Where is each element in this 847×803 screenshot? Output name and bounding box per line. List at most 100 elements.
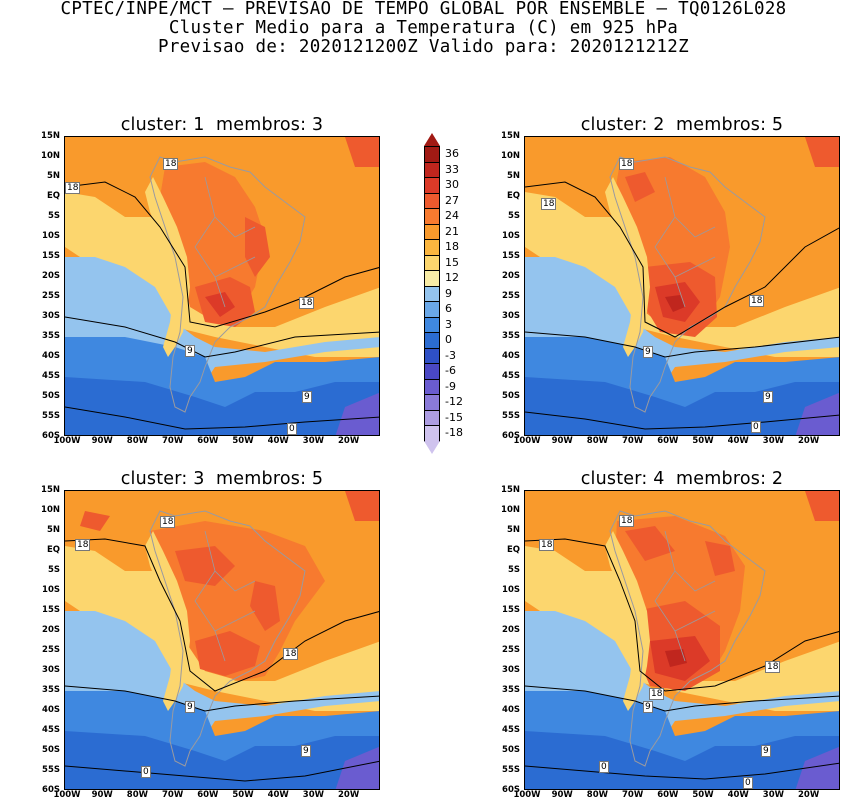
y-tick-label: 50S <box>42 391 60 401</box>
y-tick-label: 50S <box>502 391 520 401</box>
contour-label: 18 <box>649 688 665 700</box>
colorbar-label: -9 <box>445 379 456 393</box>
colorbar-swatch <box>424 177 440 194</box>
colorbar-swatch <box>424 270 440 287</box>
y-tick-label: 60S <box>42 431 60 441</box>
contour-label: 18 <box>299 297 315 309</box>
y-tick-label: 15N <box>501 131 520 141</box>
y-tick-label: 10S <box>42 231 60 241</box>
colorbar-label: 33 <box>445 162 459 176</box>
panel-1-map: 18 18 18 9 9 0 <box>64 136 380 436</box>
x-tick-label: 60W <box>197 790 219 800</box>
y-tick-label: 55S <box>502 411 520 421</box>
y-tick-label: 15S <box>42 251 60 261</box>
y-tick-label: 35S <box>42 331 60 341</box>
x-tick-label: 30W <box>302 790 324 800</box>
y-tick-label: 20S <box>502 625 520 635</box>
x-tick-label: 70W <box>621 436 644 446</box>
y-tick-label: 45S <box>502 371 520 381</box>
contour-label: 9 <box>185 701 195 713</box>
colorbar-label: 27 <box>445 193 459 207</box>
y-tick-label: 45S <box>42 371 60 381</box>
contour-label: 0 <box>599 761 609 773</box>
contour-label: 18 <box>619 158 635 170</box>
colorbar-swatch <box>424 285 440 302</box>
colorbar-label: -12 <box>445 395 463 408</box>
y-tick-label: 20S <box>42 271 60 281</box>
header-line-1: CPTEC/INPE/MCT – PREVISAO DE TEMPO GLOBA… <box>60 0 787 19</box>
y-tick-label: 35S <box>502 331 520 341</box>
y-tick-label: 20S <box>502 271 520 281</box>
y-tick-label: 60S <box>502 785 520 795</box>
y-tick-label: 25S <box>502 645 520 655</box>
y-tick-label: 45S <box>42 725 60 735</box>
y-tick-label: 10S <box>502 231 520 241</box>
y-tick-label: 5S <box>507 565 520 575</box>
contour-label: 9 <box>761 745 771 757</box>
y-tick-label: 10N <box>41 505 60 515</box>
y-tick-label: 10N <box>501 151 520 161</box>
y-tick-label: 60S <box>502 431 520 441</box>
x-tick-label: 50W <box>232 790 254 800</box>
x-tick-label: 30W <box>762 790 784 800</box>
x-tick-label: 50W <box>692 790 714 800</box>
panel-3-map: 18 18 18 9 9 0 <box>64 490 380 790</box>
contour-label: 9 <box>301 745 311 757</box>
contour-label: 18 <box>160 516 176 528</box>
y-tick-label: 10S <box>502 585 520 595</box>
x-tick-label: 90W <box>91 790 113 800</box>
header-line-3: Previsao de: 2020121200Z Valido para: 20… <box>158 37 689 57</box>
y-tick-label: 15S <box>502 605 520 615</box>
contour-label: 0 <box>287 423 297 435</box>
y-tick-label: 40S <box>502 705 520 715</box>
y-tick-label: 15N <box>41 485 60 495</box>
contour-label: 18 <box>539 539 555 551</box>
contour-label: 9 <box>185 345 195 357</box>
colorbar-swatch <box>424 425 440 442</box>
colorbar-label: 30 <box>445 178 459 191</box>
x-tick-label: 40W <box>727 790 749 800</box>
x-tick-label: 70W <box>621 790 644 800</box>
colorbar-swatch <box>424 208 440 225</box>
x-tick-label: 50W <box>692 436 714 446</box>
y-tick-label: 25S <box>42 291 60 301</box>
contour-label: 18 <box>619 515 635 527</box>
colorbar-label: 18 <box>445 240 459 253</box>
x-tick-label: 70W <box>161 436 184 446</box>
colorbar-swatch <box>424 301 440 318</box>
header-line-2: Cluster Medio para a Temperatura (C) em … <box>168 18 679 38</box>
contour-label: 0 <box>743 777 753 789</box>
x-tick-label: 60W <box>657 436 679 446</box>
colorbar-swatch <box>424 363 440 380</box>
colorbar-swatch <box>424 347 440 364</box>
x-tick-label: 80W <box>126 436 148 446</box>
y-tick-label: 50S <box>42 745 60 755</box>
contour-label: 18 <box>541 198 557 210</box>
y-tick-label: EQ <box>506 545 520 555</box>
y-tick-label: 15N <box>41 131 60 141</box>
y-tick-label: 55S <box>502 765 520 775</box>
y-tick-label: 50S <box>502 745 520 755</box>
colorbar-swatch <box>424 254 440 271</box>
x-tick-label: 60W <box>657 790 679 800</box>
x-tick-label: 90W <box>551 436 573 446</box>
x-tick-label: 100W <box>513 790 541 800</box>
y-tick-label: 25S <box>502 291 520 301</box>
x-tick-label: 80W <box>126 790 148 800</box>
colorbar-swatch <box>424 192 440 209</box>
y-tick-label: 10N <box>41 151 60 161</box>
colorbar-label: -15 <box>445 410 463 424</box>
y-tick-label: 15N <box>501 485 520 495</box>
colorbar-label: -18 <box>445 426 463 439</box>
x-tick-label: 40W <box>267 436 289 446</box>
colorbar-swatch <box>424 146 440 163</box>
y-tick-label: 40S <box>502 351 520 361</box>
colorbar-swatch <box>424 332 440 349</box>
y-tick-label: 30S <box>42 665 60 675</box>
colorbar-label: 21 <box>445 224 459 238</box>
colorbar-swatch <box>424 378 440 395</box>
y-tick-label: 15S <box>502 251 520 261</box>
colorbar-label: 24 <box>445 209 459 222</box>
colorbar-label: -6 <box>445 364 456 377</box>
contour-label: 18 <box>765 661 781 673</box>
